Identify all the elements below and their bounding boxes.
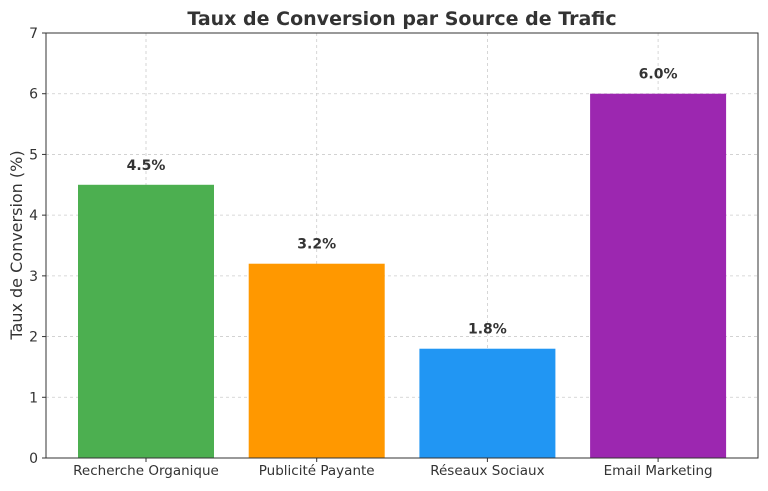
bars: 4.5% 3.2% 1.8% 6.0% xyxy=(78,67,727,459)
data-label: 6.0% xyxy=(639,67,678,83)
x-tick-label: Email Marketing xyxy=(604,463,713,479)
y-tick-label: 2 xyxy=(29,330,38,346)
chart-title: Taux de Conversion par Source de Trafic xyxy=(187,8,616,30)
y-tick-label: 0 xyxy=(29,451,38,467)
y-tick-label: 1 xyxy=(29,390,38,406)
y-tick-label: 6 xyxy=(29,87,38,103)
y-tick-label: 5 xyxy=(29,147,38,163)
y-tick-label: 7 xyxy=(29,26,38,42)
y-axis-label: Taux de Conversion (%) xyxy=(7,150,26,340)
x-tick-label: Recherche Organique xyxy=(73,463,219,479)
y-tick-label: 4 xyxy=(29,208,38,224)
bar xyxy=(78,184,214,459)
plot-frame xyxy=(45,32,759,459)
axes: 0 1 2 3 4 5 6 7 Recherche Organique Publicité Pay… xyxy=(29,26,759,479)
y-tick-label: 3 xyxy=(29,269,38,285)
data-label: 4.5% xyxy=(127,158,166,174)
data-label: 1.8% xyxy=(468,322,507,338)
x-tick-label: Publicité Payante xyxy=(259,463,375,479)
x-tick-label: Réseaux Sociaux xyxy=(430,463,544,479)
data-label: 3.2% xyxy=(297,237,336,253)
bar xyxy=(419,348,556,458)
bar xyxy=(590,93,727,458)
bar xyxy=(248,263,385,458)
